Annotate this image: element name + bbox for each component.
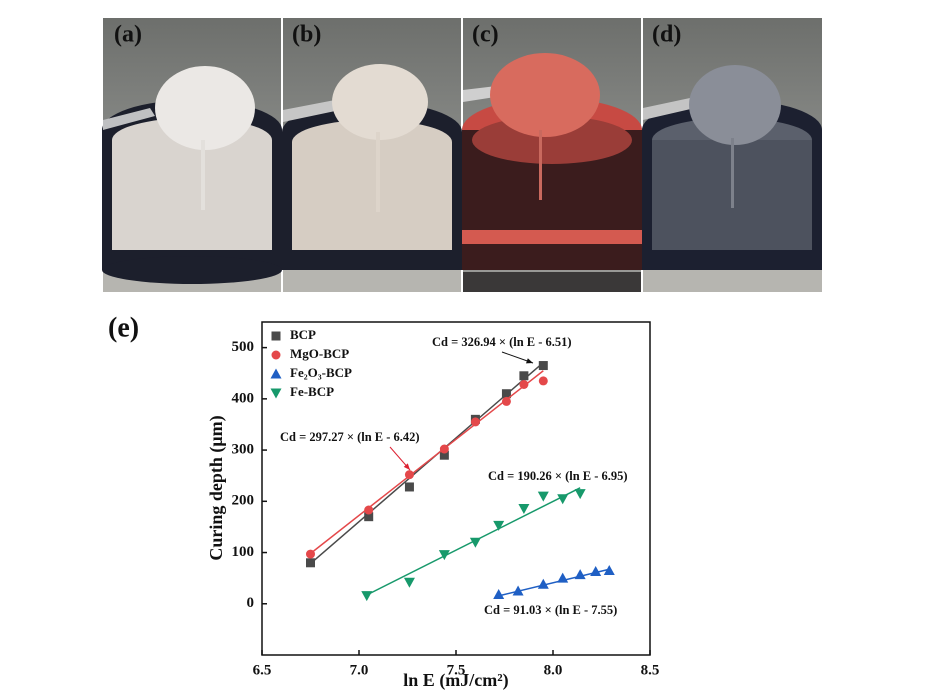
- legend-marker: [271, 350, 281, 360]
- data-point: [501, 396, 511, 406]
- legend-marker: [271, 331, 281, 341]
- data-point: [557, 494, 569, 505]
- data-point: [439, 444, 449, 454]
- fit-equation: Cd = 190.26 × (ln E - 6.95): [488, 469, 628, 483]
- data-point: [361, 591, 373, 602]
- y-tick-label: 200: [232, 493, 255, 509]
- data-point: [538, 376, 548, 386]
- photo-a: [102, 18, 282, 292]
- panel-label: (c): [472, 22, 499, 48]
- data-point: [364, 505, 374, 515]
- x-tick-label: 8.5: [641, 662, 660, 678]
- panel-label: (b): [292, 22, 321, 48]
- panel-label: (d): [652, 22, 681, 48]
- data-point: [501, 389, 511, 399]
- data-point: [306, 549, 315, 559]
- y-tick-label: 100: [232, 544, 255, 560]
- y-tick-label: 500: [232, 339, 255, 355]
- legend-label: MgO-BCP: [290, 346, 349, 361]
- data-point: [306, 558, 315, 568]
- x-tick-label: 8.0: [544, 662, 563, 678]
- data-point: [518, 503, 530, 514]
- x-tick-label: 7.0: [350, 662, 369, 678]
- data-point: [538, 361, 548, 371]
- y-axis-title: Curing depth (μm): [206, 415, 227, 560]
- legend-marker: [270, 388, 282, 399]
- fit-equation: Cd = 297.27 × (ln E - 6.42): [280, 430, 420, 444]
- y-tick-label: 0: [247, 595, 255, 611]
- fit-equation: Cd = 91.03 × (ln E - 7.55): [484, 603, 617, 617]
- photo-c: [462, 18, 642, 292]
- data-point: [439, 450, 449, 460]
- fit-equation: Cd = 326.94 × (ln E - 6.51): [432, 335, 572, 349]
- legend-label: BCP: [290, 327, 316, 342]
- data-point: [438, 550, 450, 561]
- data-point: [403, 577, 415, 588]
- data-point: [519, 380, 529, 390]
- data-point: [557, 572, 569, 583]
- data-point: [574, 569, 586, 580]
- arrow-head: [526, 358, 533, 364]
- data-point: [574, 489, 586, 500]
- arrow-head: [403, 463, 410, 470]
- legend-marker: [270, 368, 282, 379]
- data-point: [512, 585, 524, 596]
- data-point: [537, 578, 549, 589]
- data-point: [590, 565, 602, 576]
- legend-label: Fe-BCP: [290, 384, 334, 399]
- data-point: [493, 589, 505, 600]
- panel-label: (a): [114, 22, 142, 48]
- photo-d: [642, 18, 822, 292]
- data-point: [537, 491, 549, 502]
- x-tick-label: 6.5: [253, 662, 272, 678]
- data-point: [603, 564, 615, 575]
- data-point: [469, 537, 481, 548]
- panel-label: (e): [108, 312, 139, 343]
- data-point: [519, 371, 529, 381]
- y-tick-label: 300: [232, 442, 255, 458]
- y-tick-label: 400: [232, 390, 255, 406]
- data-point: [404, 482, 414, 492]
- data-point: [493, 520, 505, 531]
- x-tick-label: 7.5: [447, 662, 466, 678]
- data-point: [404, 470, 414, 480]
- x-axis-title: ln E (mJ/cm²): [403, 670, 508, 691]
- data-point: [470, 417, 480, 427]
- photo-b: [282, 18, 462, 292]
- legend-label: Fe₂O₃-BCP: [290, 365, 352, 380]
- data-point: [364, 512, 374, 522]
